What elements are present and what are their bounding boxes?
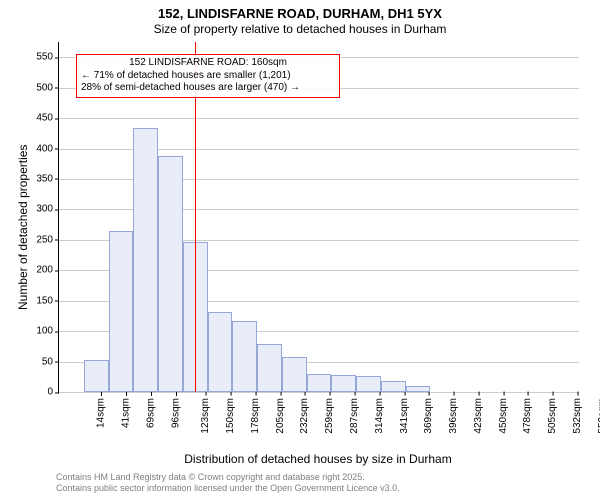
histogram-bar [307, 374, 332, 392]
x-tick-label: 532sqm [572, 398, 583, 434]
x-axis-label: Distribution of detached houses by size … [58, 452, 578, 466]
x-tick-label: 450sqm [498, 398, 509, 434]
x-tick-label: 341sqm [399, 398, 410, 434]
histogram-bar [109, 231, 134, 392]
x-tick-label: 287sqm [349, 398, 360, 434]
histogram-bar [158, 156, 183, 392]
chart-title-line1: 152, LINDISFARNE ROAD, DURHAM, DH1 5YX [0, 6, 600, 21]
x-tick-label: 123sqm [201, 398, 212, 434]
y-tick-label: 450 [36, 113, 59, 124]
attribution-line2: Contains public sector information licen… [56, 483, 400, 493]
histogram-bar [356, 376, 381, 392]
histogram-bar [232, 321, 257, 392]
annotation-line: ← 71% of detached houses are smaller (1,… [81, 70, 335, 83]
annotation-callout: 152 LINDISFARNE ROAD: 160sqm← 71% of det… [76, 54, 340, 98]
y-tick-label: 100 [36, 326, 59, 337]
x-tick-label: 478sqm [522, 398, 533, 434]
gridline [59, 392, 579, 393]
x-tick-label: 423sqm [473, 398, 484, 434]
y-tick-label: 400 [36, 143, 59, 154]
x-tick-label: 505sqm [547, 398, 558, 434]
histogram-bar [84, 360, 109, 392]
y-tick-label: 200 [36, 265, 59, 276]
histogram-bar [331, 375, 356, 392]
y-tick-label: 0 [47, 387, 59, 398]
gridline [59, 118, 579, 119]
x-tick-label: 150sqm [225, 398, 236, 434]
y-tick-label: 500 [36, 82, 59, 93]
y-tick-label: 300 [36, 204, 59, 215]
x-tick-label: 396sqm [448, 398, 459, 434]
x-tick-label: 96sqm [170, 398, 181, 428]
histogram-bar [282, 357, 307, 392]
histogram-bar [257, 344, 282, 392]
histogram-bar [133, 128, 158, 392]
x-tick-label: 232sqm [300, 398, 311, 434]
histogram-bar [208, 312, 233, 392]
annotation-line: 152 LINDISFARNE ROAD: 160sqm [81, 57, 335, 70]
y-tick-label: 250 [36, 234, 59, 245]
annotation-line: 28% of semi-detached houses are larger (… [81, 82, 335, 95]
x-tick-label: 314sqm [374, 398, 385, 434]
x-tick-label: 259sqm [324, 398, 335, 434]
y-tick-label: 50 [42, 356, 59, 367]
x-tick-label: 369sqm [423, 398, 434, 434]
attribution-line1: Contains HM Land Registry data © Crown c… [56, 472, 365, 482]
x-tick-label: 205sqm [275, 398, 286, 434]
y-axis-label: Number of detached properties [16, 145, 30, 310]
x-tick-label: 41sqm [121, 398, 132, 428]
y-tick-label: 550 [36, 52, 59, 63]
chart-subtitle: Size of property relative to detached ho… [0, 22, 600, 36]
y-tick-label: 350 [36, 173, 59, 184]
histogram-bar [381, 381, 406, 392]
x-tick-label: 178sqm [250, 398, 261, 434]
x-tick-label: 14sqm [96, 398, 107, 428]
x-tick-label: 69sqm [145, 398, 156, 428]
histogram-bar [406, 386, 431, 392]
y-tick-label: 150 [36, 295, 59, 306]
